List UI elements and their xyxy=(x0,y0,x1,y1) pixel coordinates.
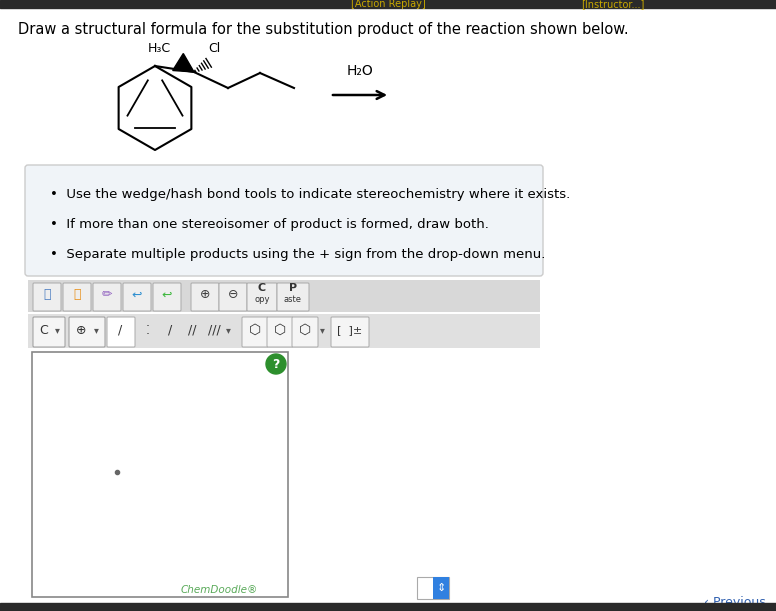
Bar xyxy=(32,352,288,597)
Text: ⁚: ⁚ xyxy=(146,323,150,337)
Bar xyxy=(433,577,449,599)
Text: /: / xyxy=(118,323,122,337)
Circle shape xyxy=(266,354,286,374)
Text: [  ]±: [ ]± xyxy=(338,325,362,335)
Text: ‹ Previous: ‹ Previous xyxy=(705,596,766,610)
Text: ⬡: ⬡ xyxy=(299,323,311,337)
FancyBboxPatch shape xyxy=(277,283,309,311)
FancyBboxPatch shape xyxy=(69,317,105,347)
Text: ?: ? xyxy=(272,357,279,370)
Text: //: // xyxy=(188,323,196,337)
Text: •  If more than one stereoisomer of product is formed, draw both.: • If more than one stereoisomer of produ… xyxy=(50,218,489,231)
FancyBboxPatch shape xyxy=(63,283,91,311)
Text: H₃C: H₃C xyxy=(148,42,171,55)
FancyBboxPatch shape xyxy=(93,283,121,311)
Text: [Action Replay]: [Action Replay] xyxy=(351,0,425,9)
Text: [Instructor...]: [Instructor...] xyxy=(581,0,645,9)
Text: opy: opy xyxy=(255,296,270,304)
Text: ChemDoodle®: ChemDoodle® xyxy=(181,585,258,595)
Text: ↩: ↩ xyxy=(132,288,142,301)
Bar xyxy=(28,280,540,312)
Text: ▾: ▾ xyxy=(226,325,230,335)
FancyBboxPatch shape xyxy=(123,283,151,311)
Text: ⊕: ⊕ xyxy=(199,288,210,301)
Text: 🗂: 🗂 xyxy=(73,288,81,301)
Text: Cl: Cl xyxy=(208,42,220,55)
Text: /: / xyxy=(168,323,172,337)
FancyBboxPatch shape xyxy=(25,165,543,276)
Text: aste: aste xyxy=(284,296,302,304)
Text: ▾: ▾ xyxy=(320,325,324,335)
Text: ↩: ↩ xyxy=(161,288,172,301)
Bar xyxy=(0,0,776,8)
FancyBboxPatch shape xyxy=(191,283,219,311)
FancyBboxPatch shape xyxy=(33,317,65,347)
Bar xyxy=(28,314,540,348)
Text: •  Use the wedge/hash bond tools to indicate stereochemistry where it exists.: • Use the wedge/hash bond tools to indic… xyxy=(50,188,570,201)
Text: C: C xyxy=(40,323,48,337)
Text: ▾: ▾ xyxy=(94,325,99,335)
FancyBboxPatch shape xyxy=(292,317,318,347)
Text: ⊖: ⊖ xyxy=(227,288,238,301)
Text: Draw a structural formula for the substitution product of the reaction shown bel: Draw a structural formula for the substi… xyxy=(18,22,629,37)
Text: ✋: ✋ xyxy=(43,288,50,301)
Bar xyxy=(417,577,449,599)
FancyBboxPatch shape xyxy=(107,317,135,347)
Text: ⇕: ⇕ xyxy=(436,583,445,593)
Polygon shape xyxy=(173,54,194,72)
FancyBboxPatch shape xyxy=(219,283,247,311)
Bar xyxy=(0,603,776,611)
FancyBboxPatch shape xyxy=(331,317,369,347)
FancyBboxPatch shape xyxy=(242,317,268,347)
Text: ▾: ▾ xyxy=(54,325,60,335)
Text: ✏: ✏ xyxy=(102,288,113,301)
Text: P: P xyxy=(289,283,297,293)
FancyBboxPatch shape xyxy=(247,283,277,311)
FancyBboxPatch shape xyxy=(153,283,181,311)
Text: ///: /// xyxy=(208,323,220,337)
Text: H₂O: H₂O xyxy=(347,64,373,78)
Text: •  Separate multiple products using the + sign from the drop-down menu.: • Separate multiple products using the +… xyxy=(50,248,546,261)
Text: ⊕: ⊕ xyxy=(76,323,86,337)
FancyBboxPatch shape xyxy=(33,283,61,311)
Text: ⬡: ⬡ xyxy=(249,323,261,337)
Text: C: C xyxy=(258,283,266,293)
FancyBboxPatch shape xyxy=(267,317,293,347)
Text: ⬡: ⬡ xyxy=(274,323,286,337)
